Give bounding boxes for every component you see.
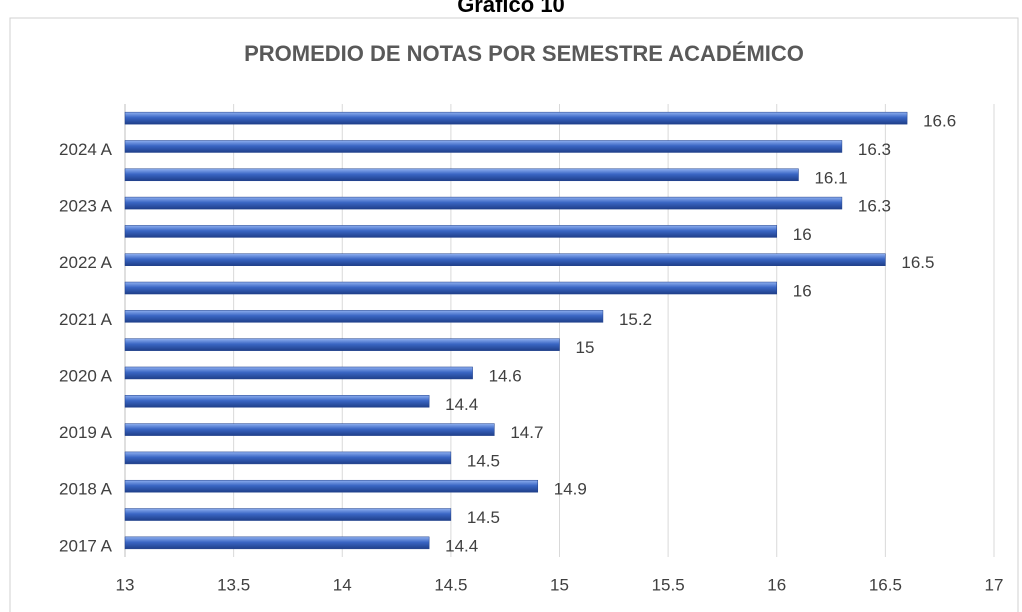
y-tick-label: 2019 A — [59, 423, 113, 442]
value-label: 14.4 — [445, 395, 478, 414]
value-label: 16.3 — [858, 140, 891, 159]
value-label: 16.5 — [901, 253, 934, 272]
x-tick-label: 15 — [550, 575, 569, 594]
bar — [124, 479, 539, 493]
bar — [124, 366, 473, 380]
x-tick-label: 13 — [116, 575, 135, 594]
value-label: 14.5 — [467, 508, 500, 527]
value-label: 15.2 — [619, 310, 652, 329]
value-label: 14.5 — [467, 451, 500, 470]
bar — [124, 310, 604, 323]
bar — [124, 196, 843, 210]
y-tick-label: 2023 A — [59, 197, 113, 216]
value-label: 16.3 — [858, 197, 891, 216]
bar — [124, 338, 560, 351]
x-tick-label: 17 — [985, 575, 1004, 594]
bar — [124, 395, 430, 408]
x-tick-label: 14.5 — [434, 575, 467, 594]
bar — [124, 225, 777, 238]
value-label: 14.7 — [510, 423, 543, 442]
y-tick-label: 2022 A — [59, 253, 113, 272]
bar — [124, 451, 452, 465]
y-tick-label: 2017 A — [59, 536, 113, 555]
x-tick-label: 16 — [767, 575, 786, 594]
value-label: 14.4 — [445, 536, 478, 555]
bar — [124, 281, 777, 295]
bar — [124, 423, 495, 436]
value-label: 15 — [576, 338, 595, 357]
value-label: 14.9 — [554, 480, 587, 499]
bar — [124, 536, 430, 550]
x-tick-label: 16.5 — [869, 575, 902, 594]
bar — [124, 508, 452, 521]
value-label: 16.6 — [923, 112, 956, 131]
y-tick-label: 2024 A — [59, 140, 113, 159]
y-tick-label: 2020 A — [59, 366, 113, 385]
value-label: 16 — [793, 282, 812, 301]
x-tick-label: 13.5 — [217, 575, 250, 594]
heading: Gráfico 10 — [457, 0, 565, 17]
x-tick-label: 15.5 — [652, 575, 685, 594]
bar — [124, 168, 799, 182]
y-tick-label: 2021 A — [59, 310, 113, 329]
bar — [124, 111, 908, 125]
value-label: 16 — [793, 225, 812, 244]
x-tick-label: 14 — [333, 575, 352, 594]
bar — [124, 253, 886, 266]
value-label: 16.1 — [814, 168, 847, 187]
y-tick-label: 2018 A — [59, 480, 113, 499]
chart-title: PROMEDIO DE NOTAS POR SEMESTRE ACADÉMICO — [244, 41, 804, 66]
value-label: 14.6 — [489, 366, 522, 385]
bar — [124, 140, 843, 153]
